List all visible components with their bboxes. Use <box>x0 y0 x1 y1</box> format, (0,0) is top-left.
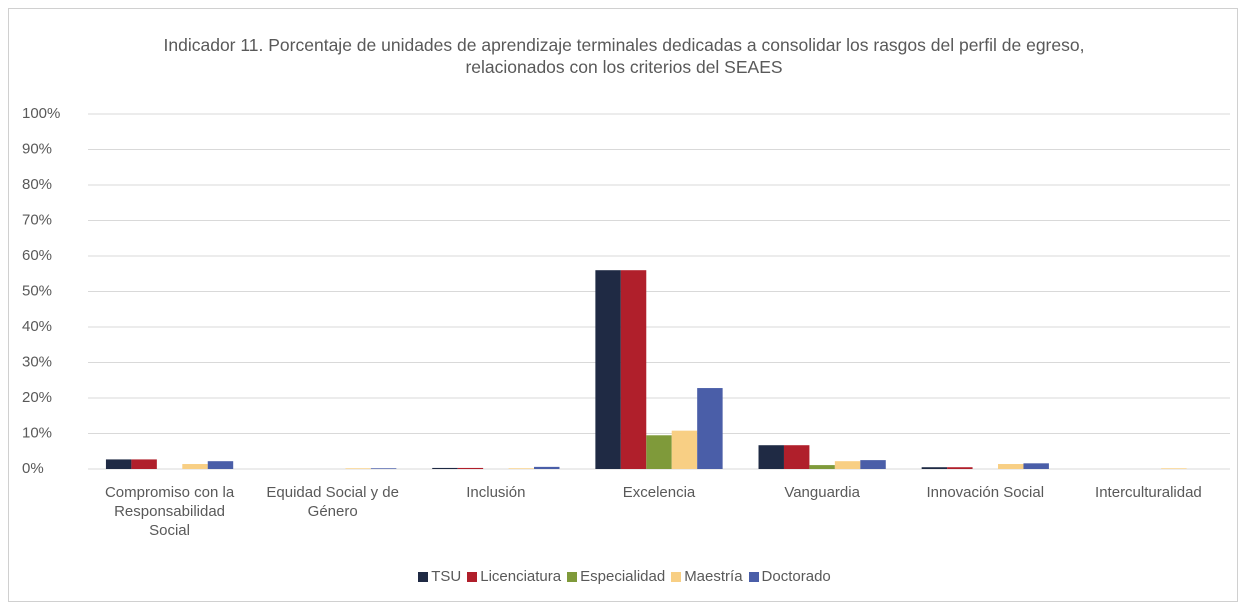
bar <box>432 467 458 469</box>
bar <box>783 445 810 469</box>
bar <box>834 461 861 469</box>
bar <box>860 460 886 469</box>
bar <box>646 435 672 469</box>
legend-swatch <box>671 571 682 582</box>
y-tick-label: 80% <box>22 176 52 193</box>
bar <box>921 467 948 469</box>
x-tick-label: Equidad Social y de Género <box>266 484 399 520</box>
bar <box>105 459 132 469</box>
bar <box>508 468 535 469</box>
legend: TSU Licenciatura Especialidad Maestría Docto… <box>0 568 1249 585</box>
bar <box>620 270 647 469</box>
x-tick-label: Innovación Social <box>926 484 1045 501</box>
legend-label: Licenciatura <box>480 568 562 585</box>
y-tick-label: 0% <box>22 460 44 477</box>
bar <box>998 464 1024 469</box>
legend-item: Especialidad <box>567 568 665 585</box>
x-tick-label: Compromiso con la Responsabilidad Social <box>104 484 235 539</box>
bar <box>457 467 484 469</box>
y-tick-label: 100% <box>22 105 60 122</box>
x-tick-label: Vanguardia <box>784 484 860 501</box>
bar <box>131 459 157 469</box>
x-tick-label: Interculturalidad <box>1095 484 1202 501</box>
bar <box>345 468 371 469</box>
y-tick-label: 20% <box>22 389 52 406</box>
bar <box>1161 468 1187 469</box>
bar <box>370 468 397 469</box>
legend-item: Doctorado <box>748 568 831 585</box>
legend-swatch <box>418 571 429 582</box>
legend-label: TSU <box>431 568 462 585</box>
y-tick-label: 40% <box>22 318 52 335</box>
chart-frame <box>8 8 1238 602</box>
legend-item: Licenciatura <box>467 568 561 585</box>
y-tick-label: 50% <box>22 282 52 299</box>
bar <box>595 270 621 469</box>
legend-swatch <box>567 571 578 582</box>
y-tick-label: 90% <box>22 140 52 157</box>
bar <box>207 461 234 469</box>
bar <box>1023 463 1049 469</box>
y-tick-label: 30% <box>22 353 52 370</box>
bar <box>182 464 208 469</box>
bar <box>697 388 723 469</box>
bar <box>671 430 698 469</box>
chart-title: Indicador 11. Porcentaje de unidades de … <box>163 35 1085 77</box>
legend-item: Maestría <box>671 568 743 585</box>
x-tick-label: Excelencia <box>622 484 696 501</box>
legend-swatch <box>467 571 478 582</box>
legend-label: Maestría <box>684 568 743 585</box>
bar <box>947 467 973 469</box>
legend-label: Doctorado <box>761 568 831 585</box>
bar <box>809 465 835 469</box>
bar <box>534 466 560 469</box>
x-tick-label: Inclusión <box>466 484 526 501</box>
y-tick-label: 70% <box>22 211 52 228</box>
legend-item: TSU <box>418 568 461 585</box>
legend-swatch <box>748 571 759 582</box>
y-tick-label: 60% <box>22 247 52 264</box>
y-tick-label: 10% <box>22 424 52 441</box>
legend-label: Especialidad <box>580 568 666 585</box>
bar <box>758 445 784 469</box>
